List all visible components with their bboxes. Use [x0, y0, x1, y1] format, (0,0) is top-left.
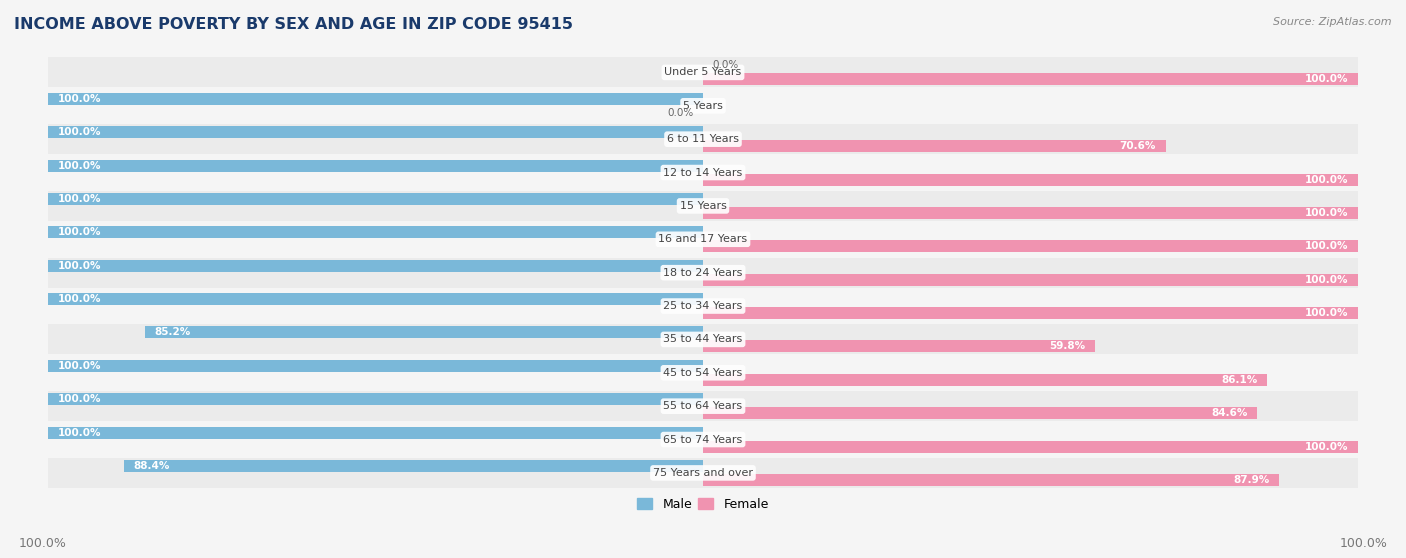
- Text: INCOME ABOVE POVERTY BY SEX AND AGE IN ZIP CODE 95415: INCOME ABOVE POVERTY BY SEX AND AGE IN Z…: [14, 17, 574, 32]
- Text: 88.4%: 88.4%: [134, 461, 170, 471]
- Text: 100.0%: 100.0%: [58, 261, 101, 271]
- Bar: [48, 227, 703, 238]
- Bar: [703, 441, 1358, 453]
- Text: 65 to 74 Years: 65 to 74 Years: [664, 435, 742, 445]
- Text: 100.0%: 100.0%: [58, 394, 101, 404]
- Bar: [48, 391, 1358, 421]
- Bar: [48, 426, 703, 439]
- Text: 0.0%: 0.0%: [713, 60, 740, 70]
- Text: 75 Years and over: 75 Years and over: [652, 468, 754, 478]
- Text: 15 Years: 15 Years: [679, 201, 727, 211]
- Text: 5 Years: 5 Years: [683, 101, 723, 111]
- Text: 0.0%: 0.0%: [666, 108, 693, 118]
- Bar: [703, 140, 1166, 152]
- Text: Under 5 Years: Under 5 Years: [665, 68, 741, 78]
- Text: Source: ZipAtlas.com: Source: ZipAtlas.com: [1274, 17, 1392, 27]
- Bar: [48, 93, 703, 105]
- Bar: [703, 74, 1358, 85]
- Text: 100.0%: 100.0%: [58, 361, 101, 371]
- Text: 18 to 24 Years: 18 to 24 Years: [664, 268, 742, 278]
- Bar: [703, 174, 1358, 186]
- Text: 100.0%: 100.0%: [58, 127, 101, 137]
- Bar: [703, 340, 1095, 353]
- Bar: [48, 358, 1358, 388]
- Bar: [48, 324, 1358, 354]
- Text: 100.0%: 100.0%: [1340, 537, 1388, 550]
- Bar: [48, 160, 703, 171]
- Bar: [48, 191, 1358, 221]
- Text: 35 to 44 Years: 35 to 44 Years: [664, 334, 742, 344]
- Bar: [48, 259, 703, 272]
- Text: 86.1%: 86.1%: [1220, 375, 1257, 385]
- Text: 59.8%: 59.8%: [1049, 341, 1085, 352]
- Bar: [48, 126, 703, 138]
- Text: 100.0%: 100.0%: [58, 227, 101, 237]
- Text: 12 to 14 Years: 12 to 14 Years: [664, 167, 742, 177]
- Text: 55 to 64 Years: 55 to 64 Years: [664, 401, 742, 411]
- Bar: [145, 326, 703, 338]
- Bar: [48, 224, 1358, 254]
- Text: 100.0%: 100.0%: [1305, 241, 1348, 251]
- Text: 87.9%: 87.9%: [1233, 475, 1270, 485]
- Text: 6 to 11 Years: 6 to 11 Years: [666, 134, 740, 144]
- Bar: [703, 207, 1358, 219]
- Text: 100.0%: 100.0%: [58, 94, 101, 104]
- Text: 100.0%: 100.0%: [58, 427, 101, 437]
- Text: 100.0%: 100.0%: [1305, 441, 1348, 451]
- Bar: [48, 291, 1358, 321]
- Text: 100.0%: 100.0%: [58, 194, 101, 204]
- Bar: [48, 258, 1358, 288]
- Bar: [48, 193, 703, 205]
- Bar: [48, 360, 703, 372]
- Bar: [48, 425, 1358, 455]
- Text: 100.0%: 100.0%: [1305, 208, 1348, 218]
- Text: 100.0%: 100.0%: [1305, 175, 1348, 185]
- Bar: [48, 91, 1358, 121]
- Text: 45 to 54 Years: 45 to 54 Years: [664, 368, 742, 378]
- Bar: [48, 393, 703, 405]
- Text: 100.0%: 100.0%: [1305, 74, 1348, 84]
- Text: 85.2%: 85.2%: [155, 328, 191, 338]
- Text: 100.0%: 100.0%: [18, 537, 66, 550]
- Bar: [703, 240, 1358, 252]
- Bar: [124, 460, 703, 472]
- Text: 70.6%: 70.6%: [1119, 141, 1156, 151]
- Bar: [48, 157, 1358, 187]
- Bar: [703, 474, 1279, 486]
- Bar: [48, 293, 703, 305]
- Legend: Male, Female: Male, Female: [633, 493, 773, 516]
- Bar: [703, 407, 1257, 419]
- Text: 100.0%: 100.0%: [1305, 308, 1348, 318]
- Bar: [703, 374, 1267, 386]
- Bar: [48, 458, 1358, 488]
- Text: 25 to 34 Years: 25 to 34 Years: [664, 301, 742, 311]
- Bar: [703, 273, 1358, 286]
- Text: 16 and 17 Years: 16 and 17 Years: [658, 234, 748, 244]
- Bar: [48, 57, 1358, 88]
- Text: 100.0%: 100.0%: [1305, 275, 1348, 285]
- Bar: [48, 124, 1358, 154]
- Text: 100.0%: 100.0%: [58, 294, 101, 304]
- Bar: [703, 307, 1358, 319]
- Text: 100.0%: 100.0%: [58, 161, 101, 171]
- Text: 84.6%: 84.6%: [1211, 408, 1247, 418]
